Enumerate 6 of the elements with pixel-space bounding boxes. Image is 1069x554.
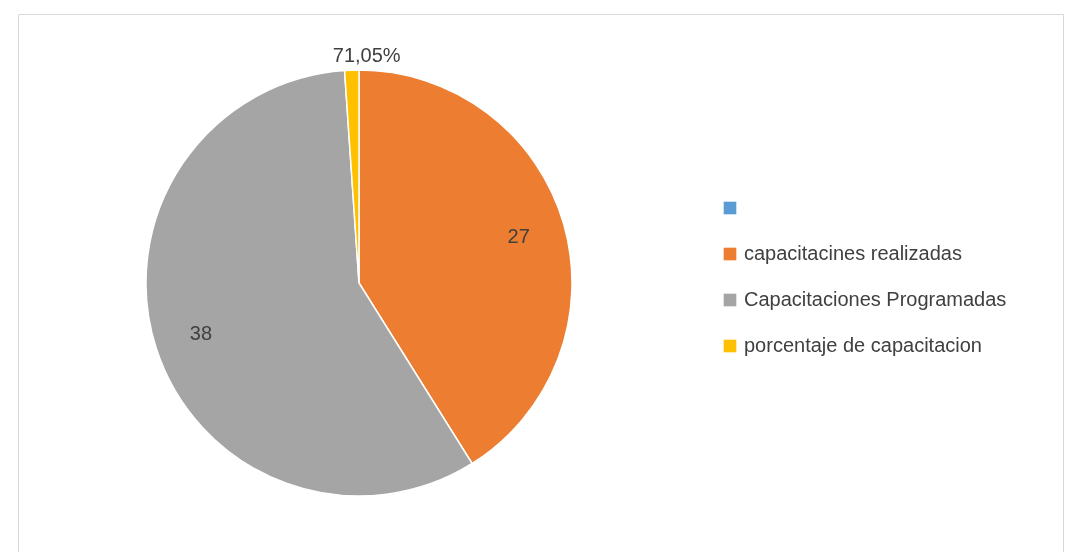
data-label: 38 [189, 322, 213, 345]
legend-label: capacitacines realizadas [744, 242, 962, 264]
legend-label: Capacitaciones Programadas [744, 288, 1007, 310]
legend-label: porcentaje de capacitacion [744, 334, 982, 356]
data-label: 71,05% [332, 44, 401, 67]
data-label: 27 [507, 225, 530, 248]
